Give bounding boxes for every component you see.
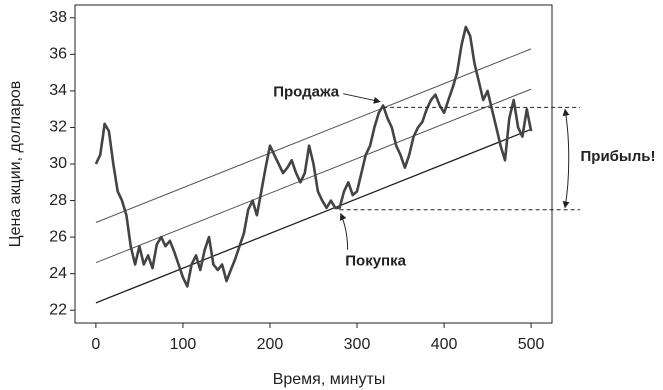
x-tick-label: 200 <box>257 336 284 353</box>
x-tick-label: 100 <box>170 336 197 353</box>
x-tick-label: 0 <box>91 336 100 353</box>
trend-line <box>95 88 532 264</box>
annotation-arrow <box>339 213 349 250</box>
y-tick-label: 38 <box>49 9 67 26</box>
y-tick-label: 34 <box>49 82 67 99</box>
trend-line <box>95 48 532 223</box>
x-tick-label: 500 <box>518 336 545 353</box>
profit-label: Прибыль! <box>581 148 656 165</box>
x-tick-label: 400 <box>431 336 458 353</box>
y-axis-label: Цена акции, долларов <box>7 81 24 248</box>
annotation-label: Продажа <box>273 84 340 101</box>
x-tick-label: 300 <box>344 336 371 353</box>
price-line <box>94 25 533 288</box>
y-tick-label: 24 <box>49 265 67 282</box>
trend-line <box>95 128 532 304</box>
y-tick-label: 36 <box>49 46 67 63</box>
y-tick-label: 28 <box>49 192 67 209</box>
annotation-arrow <box>343 93 381 104</box>
y-tick-label: 22 <box>49 301 67 318</box>
y-tick-label: 30 <box>49 155 67 172</box>
y-tick-label: 32 <box>49 119 67 136</box>
profit-arrow <box>562 108 570 209</box>
annotation-label: Покупка <box>345 253 406 270</box>
x-axis-label: Время, минуты <box>273 371 386 388</box>
y-tick-label: 26 <box>49 228 67 245</box>
